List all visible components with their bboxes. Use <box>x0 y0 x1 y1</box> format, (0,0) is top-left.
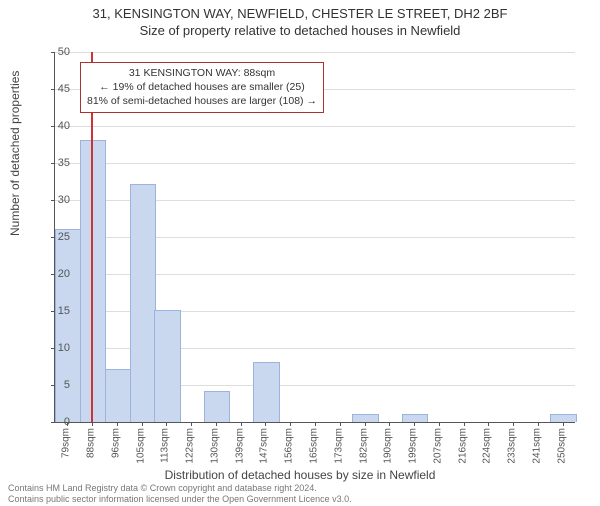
xtick-label: 105sqm <box>135 428 146 464</box>
xtick-mark <box>464 422 465 426</box>
xtick-mark <box>538 422 539 426</box>
xtick-label: 122sqm <box>185 428 196 464</box>
ytick-label: 0 <box>40 416 70 428</box>
xtick-label: 207sqm <box>432 428 443 464</box>
gridline <box>55 52 575 53</box>
ytick-label: 35 <box>40 157 70 169</box>
footer: Contains HM Land Registry data © Crown c… <box>8 483 352 505</box>
info-line-3: 81% of semi-detached houses are larger (… <box>87 94 317 108</box>
info-box: 31 KENSINGTON WAY: 88sqm ← 19% of detach… <box>80 62 324 113</box>
xtick-label: 88sqm <box>86 428 97 458</box>
xtick-label: 173sqm <box>333 428 344 464</box>
bar <box>402 414 428 422</box>
xtick-label: 139sqm <box>234 428 245 464</box>
ytick-label: 30 <box>40 194 70 206</box>
ytick-label: 5 <box>40 379 70 391</box>
xtick-label: 241sqm <box>531 428 542 464</box>
title-sub: Size of property relative to detached ho… <box>0 23 600 38</box>
xtick-label: 190sqm <box>383 428 394 464</box>
xtick-label: 156sqm <box>284 428 295 464</box>
xtick-label: 199sqm <box>408 428 419 464</box>
ytick-label: 40 <box>40 120 70 132</box>
ytick-label: 15 <box>40 305 70 317</box>
y-axis-label: Number of detached properties <box>8 71 22 236</box>
ytick-label: 45 <box>40 83 70 95</box>
gridline <box>55 163 575 164</box>
ytick-label: 25 <box>40 231 70 243</box>
bar <box>550 414 576 422</box>
xtick-label: 96sqm <box>110 428 121 458</box>
bar <box>352 414 378 422</box>
title-main: 31, KENSINGTON WAY, NEWFIELD, CHESTER LE… <box>0 6 600 21</box>
xtick-mark <box>290 422 291 426</box>
xtick-label: 147sqm <box>259 428 270 464</box>
xtick-mark <box>439 422 440 426</box>
xtick-mark <box>340 422 341 426</box>
xtick-mark <box>488 422 489 426</box>
xtick-label: 130sqm <box>209 428 220 464</box>
bar <box>55 229 81 422</box>
xtick-mark <box>265 422 266 426</box>
ytick-label: 10 <box>40 342 70 354</box>
info-line-1: 31 KENSINGTON WAY: 88sqm <box>87 66 317 80</box>
xtick-mark <box>365 422 366 426</box>
xtick-label: 233sqm <box>507 428 518 464</box>
ytick-label: 50 <box>40 46 70 58</box>
xtick-label: 216sqm <box>457 428 468 464</box>
xtick-mark <box>513 422 514 426</box>
xtick-label: 79sqm <box>61 428 72 458</box>
xtick-label: 250sqm <box>556 428 567 464</box>
xtick-mark <box>166 422 167 426</box>
xtick-mark <box>414 422 415 426</box>
ytick-label: 20 <box>40 268 70 280</box>
footer-line-1: Contains HM Land Registry data © Crown c… <box>8 483 352 494</box>
xtick-mark <box>315 422 316 426</box>
xtick-label: 165sqm <box>309 428 320 464</box>
bar <box>204 391 230 422</box>
xtick-mark <box>216 422 217 426</box>
xtick-mark <box>92 422 93 426</box>
info-line-2: ← 19% of detached houses are smaller (25… <box>87 80 317 94</box>
xtick-mark <box>142 422 143 426</box>
x-axis-label: Distribution of detached houses by size … <box>0 468 600 482</box>
bar <box>130 184 156 422</box>
bar <box>105 369 131 422</box>
xtick-mark <box>563 422 564 426</box>
xtick-mark <box>191 422 192 426</box>
xtick-label: 113sqm <box>160 428 171 463</box>
xtick-mark <box>389 422 390 426</box>
xtick-label: 224sqm <box>482 428 493 464</box>
bar <box>253 362 279 422</box>
bar <box>154 310 180 422</box>
xtick-label: 182sqm <box>358 428 369 464</box>
xtick-mark <box>117 422 118 426</box>
gridline <box>55 126 575 127</box>
xtick-mark <box>241 422 242 426</box>
